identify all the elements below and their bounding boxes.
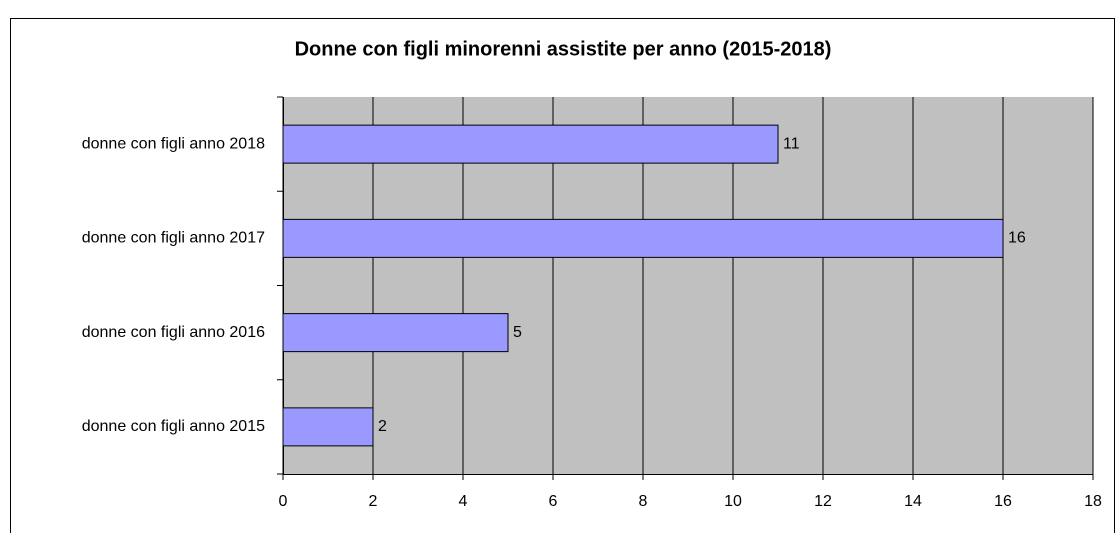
x-tick-label: 16 (994, 493, 1012, 510)
y-tick-label: donne con figli anno 2015 (82, 418, 265, 435)
data-label: 11 (783, 135, 800, 152)
bar (282, 407, 374, 447)
bar (282, 313, 509, 353)
x-tick-label: 2 (369, 493, 378, 510)
data-label: 16 (1008, 230, 1026, 247)
x-tick-label: 8 (639, 493, 648, 510)
x-tick-label: 18 (1084, 493, 1102, 510)
data-label: 2 (378, 418, 387, 435)
x-tick-label: 4 (459, 493, 468, 510)
x-tick-label: 10 (724, 493, 742, 510)
x-tick-label: 14 (904, 493, 922, 510)
x-tick-label: 6 (549, 493, 558, 510)
y-tick-label: donne con figli anno 2017 (82, 230, 265, 247)
y-tick-label: donne con figli anno 2016 (82, 324, 265, 341)
bar (282, 218, 1004, 258)
chart-title: Donne con figli minorenni assistite per … (295, 38, 832, 60)
y-tick-label: donne con figli anno 2018 (82, 135, 265, 152)
data-label: 5 (513, 324, 522, 341)
bar (282, 124, 779, 164)
x-tick-label: 12 (814, 493, 832, 510)
x-tick-label: 0 (279, 493, 288, 510)
